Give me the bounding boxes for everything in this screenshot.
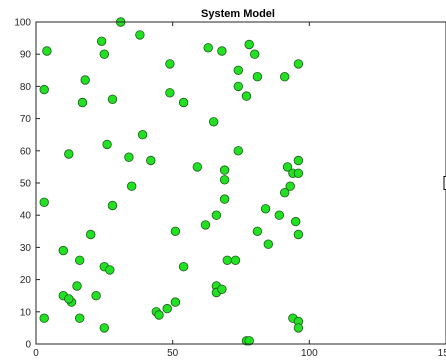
data-point — [99, 323, 110, 333]
data-point — [293, 323, 304, 333]
annotation-box — [443, 176, 446, 190]
x-tick-label: 0 — [33, 348, 39, 359]
data-point — [80, 75, 90, 85]
data-point — [244, 336, 254, 346]
data-point — [64, 149, 74, 159]
data-point — [293, 59, 304, 69]
data-point — [91, 291, 101, 301]
x-tick-label: 50 — [167, 348, 179, 359]
data-point — [178, 97, 189, 108]
y-axis: 0 10 20 30 40 50 60 70 80 90 100 — [14, 18, 40, 351]
data-point — [74, 255, 85, 265]
data-point — [285, 181, 295, 191]
y-tick-label: 80 — [20, 82, 32, 93]
x-tick-label: 100 — [301, 348, 318, 359]
x-axis: 0 50 100 150 — [33, 22, 446, 359]
data-point — [252, 71, 263, 82]
data-point — [293, 168, 304, 179]
data-point — [260, 204, 271, 214]
y-tick-label: 40 — [20, 211, 32, 222]
data-point — [74, 313, 85, 323]
data-point — [96, 36, 107, 47]
data-point — [241, 91, 252, 101]
chart-title: System Model — [201, 8, 275, 20]
data-point — [203, 43, 213, 53]
data-point — [217, 46, 227, 56]
y-tick-label: 100 — [14, 18, 31, 29]
data-point — [146, 155, 156, 166]
data-point — [249, 49, 260, 59]
data-point — [291, 216, 301, 227]
data-point — [99, 49, 110, 59]
data-point — [274, 210, 285, 220]
data-point — [208, 117, 219, 127]
data-point — [230, 255, 241, 265]
annotation-layer: BS — [443, 176, 446, 190]
data-point — [58, 245, 69, 256]
data-point — [64, 294, 74, 304]
data-point — [42, 46, 52, 56]
data-point — [178, 262, 189, 272]
data-point — [200, 220, 211, 230]
data-point — [280, 71, 290, 82]
data-point — [244, 39, 254, 50]
data-point — [219, 175, 230, 185]
data-point — [39, 197, 49, 208]
data-point — [222, 255, 233, 265]
marker-layer — [39, 17, 304, 346]
data-point — [252, 226, 263, 237]
data-point — [85, 229, 96, 240]
y-tick-label: 0 — [25, 340, 31, 351]
data-point — [102, 139, 112, 150]
data-point — [105, 265, 115, 275]
data-point — [77, 97, 88, 108]
data-point — [137, 129, 148, 140]
data-point — [293, 229, 304, 240]
data-point — [162, 303, 172, 314]
x-tick-label: 150 — [438, 348, 446, 359]
data-point — [170, 297, 181, 307]
data-point — [293, 155, 304, 166]
data-point — [39, 84, 49, 95]
data-point — [124, 152, 134, 162]
data-point — [233, 146, 244, 156]
data-point — [233, 81, 244, 92]
data-point — [280, 187, 290, 198]
y-tick-label: 90 — [20, 50, 32, 61]
data-point — [219, 194, 230, 204]
data-point — [192, 162, 203, 172]
data-point — [219, 165, 230, 175]
data-point — [211, 210, 222, 220]
y-tick-label: 60 — [20, 146, 32, 157]
data-point — [165, 59, 175, 69]
y-tick-label: 70 — [20, 114, 32, 125]
data-point — [154, 310, 164, 320]
data-point — [165, 88, 175, 98]
y-tick-label: 10 — [20, 307, 32, 318]
data-point — [233, 65, 244, 76]
data-point — [72, 281, 82, 291]
data-point — [126, 181, 137, 191]
data-point — [170, 226, 181, 237]
data-point — [263, 239, 274, 249]
data-point — [107, 94, 118, 105]
y-tick-label: 20 — [20, 275, 32, 286]
data-point — [39, 313, 49, 323]
y-tick-label: 50 — [20, 179, 32, 190]
data-point — [217, 284, 227, 295]
y-tick-label: 30 — [20, 243, 32, 254]
data-point — [135, 30, 145, 40]
data-point — [282, 162, 293, 172]
data-point — [107, 200, 118, 211]
